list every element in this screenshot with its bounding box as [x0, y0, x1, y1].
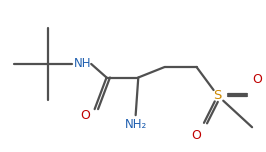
Text: NH₂: NH₂ [124, 118, 147, 131]
Text: O: O [192, 129, 201, 142]
Text: O: O [252, 73, 262, 86]
Text: O: O [80, 109, 90, 122]
Text: S: S [214, 89, 222, 102]
Text: NH: NH [74, 57, 92, 70]
